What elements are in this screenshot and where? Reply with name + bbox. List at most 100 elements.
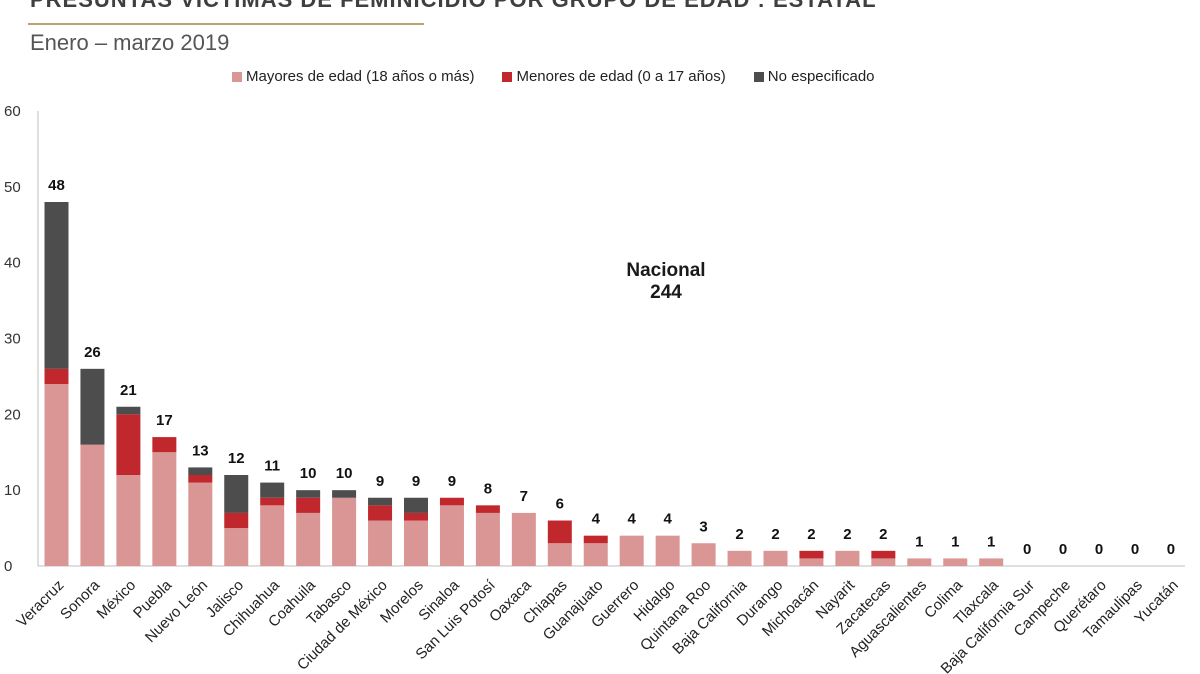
bar-segment-minors [296, 497, 321, 513]
bar-segment-adults [691, 543, 716, 566]
bar-segment-adults [583, 543, 608, 566]
bar-segment-adults [332, 497, 357, 566]
bar-segment-unspecified [368, 497, 393, 506]
bar-segment-adults [871, 558, 896, 566]
bar-total-label: 17 [156, 412, 173, 429]
bar-total-label: 10 [300, 465, 317, 482]
bar-total-label: 1 [987, 533, 995, 550]
bar-segment-unspecified [44, 202, 69, 369]
bar-segment-adults [296, 512, 321, 566]
chart-subtitle: Enero – marzo 2019 [30, 30, 230, 55]
bar-segment-unspecified [260, 482, 285, 498]
bar-segment-adults [224, 528, 249, 566]
bar-segment-minors [547, 520, 572, 544]
bar-segment-minors [44, 368, 69, 384]
legend-swatch-adults [232, 71, 242, 82]
national-value: 244 [650, 282, 682, 303]
legend-item-adults: Mayores de edad (18 años o más) [232, 68, 474, 85]
bar-total-label: 0 [1059, 541, 1067, 558]
bar-total-label: 1 [915, 533, 923, 550]
bar-total-label: 2 [843, 526, 851, 543]
bar-segment-adults [152, 452, 177, 566]
bar-segment-adults [835, 550, 860, 566]
y-tick-label: 40 [4, 255, 21, 272]
national-label: Nacional [626, 260, 706, 281]
national-total-annotation: Nacional 244 [610, 260, 722, 304]
bar-total-label: 4 [628, 511, 637, 528]
legend: Mayores de edad (18 años o más) Menores … [232, 68, 903, 85]
bar-total-label: 11 [264, 458, 280, 475]
bar-segment-unspecified [116, 406, 141, 415]
y-tick-label: 20 [4, 406, 21, 423]
bar-total-label: 1 [951, 533, 959, 550]
bar-segment-adults [260, 505, 285, 566]
bar-segment-adults [188, 482, 213, 566]
bar-segment-unspecified [224, 475, 249, 513]
bar-total-label: 3 [699, 518, 707, 535]
bar-total-label: 9 [376, 473, 384, 490]
bar-total-label: 8 [484, 480, 492, 497]
y-tick-label: 10 [4, 482, 21, 499]
bar-total-label: 48 [48, 177, 65, 194]
bar-segment-minors [475, 505, 500, 513]
bar-segment-unspecified [404, 497, 428, 513]
bar-total-label: 6 [556, 496, 564, 513]
y-tick-label: 50 [4, 179, 21, 196]
bar-segment-minors [152, 437, 177, 453]
legend-swatch-minors [502, 71, 513, 82]
bar-total-label: 9 [448, 473, 456, 490]
bar-segment-minors [799, 550, 824, 559]
y-tick-label: 30 [4, 331, 21, 348]
bar-segment-adults [368, 520, 393, 566]
bar-total-label: 0 [1023, 541, 1031, 558]
bar-total-label: 13 [192, 442, 209, 459]
bar-total-label: 12 [228, 450, 245, 467]
bar-segment-minors [188, 475, 213, 483]
bar-segment-adults [727, 550, 752, 566]
bar-total-label: 10 [336, 465, 353, 482]
bar-total-label: 0 [1095, 541, 1103, 558]
bar-total-label: 9 [412, 473, 420, 490]
bar-segment-adults [475, 512, 500, 566]
bar-segment-adults [511, 512, 536, 566]
bar-segment-minors [368, 505, 393, 521]
bar-total-label: 21 [120, 382, 137, 399]
bar-total-label: 0 [1131, 541, 1139, 558]
bar-segment-minors [871, 550, 896, 559]
bar-segment-minors [439, 497, 464, 506]
y-tick-label: 60 [4, 103, 21, 120]
bar-segment-adults [763, 550, 788, 566]
bar-segment-adults [116, 475, 141, 566]
bar-segment-unspecified [188, 467, 213, 475]
chart-title: PRESUNTAS VÍCTIMAS DE FEMINICIDIO POR GR… [30, 0, 877, 13]
legend-item-minors: Menores de edad (0 a 17 años) [502, 68, 726, 85]
bar-segment-minors [404, 512, 428, 521]
legend-label-unspecified: No especificado [767, 68, 875, 85]
bar-total-label: 2 [807, 526, 815, 543]
bar-segment-adults [44, 384, 69, 566]
bar-total-label: 2 [879, 526, 887, 543]
legend-item-unspecified: No especificado [753, 68, 875, 85]
bar-segment-adults [943, 558, 968, 566]
title-underline [28, 23, 424, 25]
bar-segment-unspecified [332, 490, 357, 498]
bar-total-label: 4 [663, 511, 672, 528]
bar-segment-adults [619, 535, 644, 566]
x-tick-label: Sonora [57, 576, 104, 623]
bar-segment-adults [979, 558, 1004, 566]
bar-segment-unspecified [80, 368, 105, 445]
bar-total-label: 4 [592, 511, 601, 528]
bar-total-label: 2 [771, 526, 779, 543]
bar-segment-adults [907, 558, 932, 566]
bar-total-label: 26 [84, 344, 101, 361]
x-tick-label: México [94, 577, 140, 623]
bar-segment-minors [116, 414, 141, 475]
bar-segment-minors [224, 512, 249, 529]
bar-segment-adults [655, 535, 680, 566]
bar-segment-minors [583, 535, 608, 544]
x-tick-label: Veracruz [13, 577, 67, 631]
bar-segment-minors [260, 497, 285, 506]
bar-segment-adults [404, 520, 428, 566]
bar-segment-adults [80, 444, 105, 566]
legend-label-adults: Mayores de edad (18 años o más) [246, 68, 475, 85]
